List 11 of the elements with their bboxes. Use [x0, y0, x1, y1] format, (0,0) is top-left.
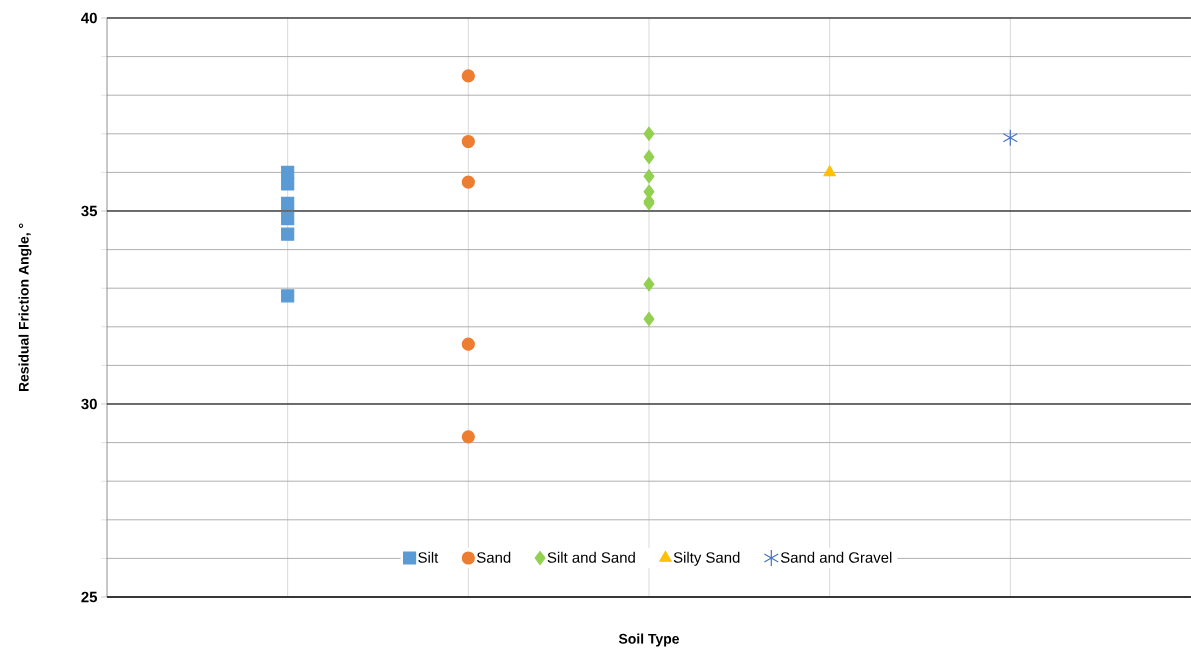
x-axis-title: Soil Type	[618, 633, 679, 647]
y-tick-label: 40	[81, 12, 97, 24]
legend-label: Silt and Sand	[547, 551, 635, 563]
legend-label: Sand	[476, 551, 511, 563]
y-tick-label: 35	[81, 205, 98, 217]
legend-label: Silty Sand	[673, 551, 740, 566]
y-tick-label: 25	[81, 591, 98, 603]
legend-label: Silt	[418, 551, 439, 563]
legend-label: Sand and Gravel	[780, 551, 892, 563]
y-tick-label: 30	[81, 398, 97, 410]
y-axis-title: Residual Friction Angle, °	[18, 223, 32, 392]
